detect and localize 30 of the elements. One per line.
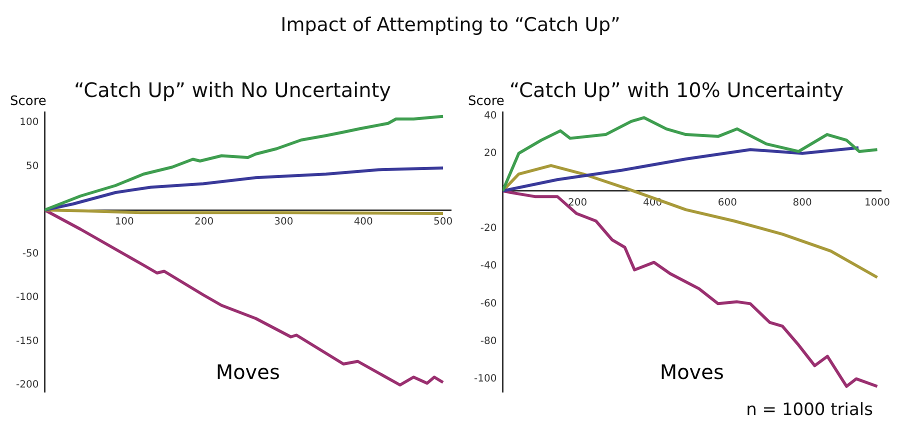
x-tick-label: 1000 [864, 198, 890, 209]
y-axis-title: Score [10, 94, 46, 109]
x-tick-label: 500 [433, 216, 453, 228]
x-tick-label: 800 [792, 198, 812, 209]
y-tick-label: 40 [484, 110, 497, 122]
x-axis-title: Moves [660, 360, 724, 384]
x-tick-label: 400 [354, 216, 373, 228]
y-tick-label: -100 [474, 373, 497, 384]
y-tick-label: 100 [20, 117, 39, 128]
chart-title: “Catch Up” with No Uncertainty [74, 78, 392, 102]
x-tick-label: 200 [568, 198, 588, 209]
y-axis-title: Score [468, 94, 504, 109]
x-tick-label: 600 [718, 198, 737, 209]
x-tick-label: 300 [274, 216, 294, 228]
y-tick-label: -80 [480, 336, 497, 347]
y-tick-label: -60 [480, 298, 497, 310]
y-tick-label: -50 [22, 248, 39, 260]
x-axis-title: Moves [216, 360, 280, 384]
y-tick-label: -40 [480, 260, 497, 272]
text: Impact of Attempting to “Catch Up” [280, 14, 620, 36]
y-tick-label: -150 [16, 336, 39, 347]
y-tick-label: 50 [26, 160, 39, 172]
y-tick-label: -200 [16, 380, 39, 391]
y-tick-label: 20 [484, 148, 497, 159]
chart-title: “Catch Up” with 10% Uncertainty [509, 78, 844, 102]
x-tick-label: 100 [114, 216, 134, 228]
y-tick-label: -100 [16, 292, 39, 304]
x-tick-label: 200 [194, 216, 214, 228]
y-tick-label: -20 [480, 223, 497, 234]
text: n = 1000 trials [746, 400, 873, 420]
